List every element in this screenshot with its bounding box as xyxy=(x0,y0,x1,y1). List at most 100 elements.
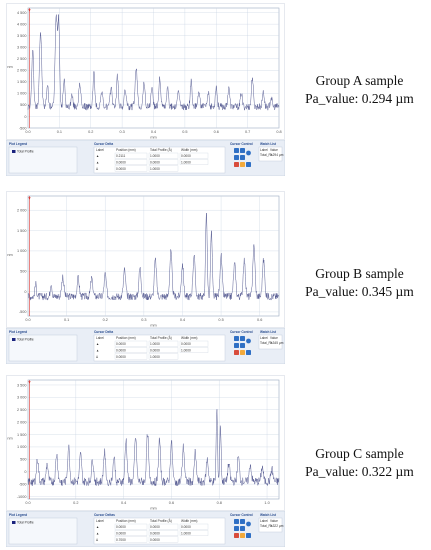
cursor-delta-title: Cursor Deltas xyxy=(94,513,115,517)
cursor-cell-value: 0.0000 xyxy=(181,154,191,158)
y-tick-label: 0 xyxy=(24,470,26,474)
caption-b-group: Group B sample xyxy=(315,266,404,281)
legend-swatch xyxy=(12,521,16,524)
cursor-cell-value: 0.0000 xyxy=(150,525,160,529)
y-axis-label: nm xyxy=(7,437,12,441)
y-tick-label: 3 500 xyxy=(17,383,27,387)
x-tick-label: 0.2 xyxy=(103,318,108,322)
y-tick-label: 2 000 xyxy=(17,69,27,73)
y-tick-label: 500 xyxy=(20,458,26,462)
cursor-cell xyxy=(148,152,179,159)
x-axis-label: mm xyxy=(150,507,156,511)
cursor-cell-value: 0.0000 xyxy=(116,348,126,352)
x-tick-label: 0.3 xyxy=(141,318,146,322)
profile-panel-a: -500 0 500 1 000 1 500 2 000 2 500 3 000 3 500 4 … xyxy=(6,3,285,176)
cursor-marker: ▼ xyxy=(28,8,32,13)
cursor-cell-value: 0.0000 xyxy=(181,342,191,346)
y-tick-label: 0 xyxy=(24,290,26,294)
cursor-control-title: Cursor Control xyxy=(230,513,253,517)
y-tick-label: 2 500 xyxy=(17,408,27,412)
cursor-control-button xyxy=(240,526,245,531)
cursor-col-header: Label xyxy=(96,336,104,340)
cursor-control-button xyxy=(246,350,251,355)
cursor-cell xyxy=(179,530,209,536)
cursor-cell-value: 0.0000 xyxy=(150,538,160,542)
y-tick-label: 2 000 xyxy=(17,209,27,213)
cursor-cell xyxy=(114,152,148,159)
watch-col-value: Value xyxy=(270,148,278,152)
cursor-cell-value: 1.0000 xyxy=(181,531,191,535)
y-tick-label: 3 000 xyxy=(17,396,27,400)
cursor-cell-value: Δ xyxy=(96,538,99,542)
profile-toolbar-b: Plot Legend Total Profile Cursor Delta Labe… xyxy=(6,328,285,364)
cursor-cell xyxy=(179,523,209,530)
y-tick-label: -500 xyxy=(19,310,27,314)
cursor-cell-value: 0.0000 xyxy=(116,167,126,171)
y-tick-label: -1000 xyxy=(17,495,27,499)
watch-list-title: Watch List xyxy=(260,513,277,517)
x-tick-label: 0.4 xyxy=(151,130,156,134)
cursor-cell xyxy=(148,530,179,536)
caption-c-value: Pa_value: 0.322 µm xyxy=(305,464,414,479)
cursor-control-button xyxy=(246,533,251,538)
cursor-cell-value: 1.0000 xyxy=(150,342,160,346)
x-tick-label: 0.1 xyxy=(64,318,69,322)
cursor-cell-value: ▲ xyxy=(96,154,99,158)
cursor-cell-value: 0.0000 xyxy=(181,525,191,529)
watch-col-label: Label xyxy=(260,519,268,523)
watch-list-box xyxy=(258,334,283,350)
cursor-cell xyxy=(114,165,148,172)
cursor-control-button xyxy=(234,343,239,348)
cursor-control-button xyxy=(240,162,245,167)
x-tick-label: 0.5 xyxy=(182,130,187,134)
cursor-control-button xyxy=(240,336,245,341)
y-axis-label: nm xyxy=(7,65,12,69)
cursor-control-button xyxy=(234,533,239,538)
cursor-control-button xyxy=(240,343,245,348)
cursor-control-button xyxy=(240,148,245,153)
cursor-nav-button xyxy=(246,521,251,527)
watch-col-label: Label xyxy=(260,148,268,152)
y-tick-label: 1 000 xyxy=(17,445,27,449)
cursor-cell-value: 1.0000 xyxy=(150,167,160,171)
cursor-control-title: Cursor Control xyxy=(230,330,253,334)
y-tick-label: -500 xyxy=(19,482,27,486)
cursor-control-button xyxy=(234,162,239,167)
cursor-cell xyxy=(148,159,179,165)
cursor-cell-value: 0.0000 xyxy=(116,342,126,346)
cursor-control-button xyxy=(234,526,239,531)
y-tick-label: 1 500 xyxy=(17,433,27,437)
cursor-cell-value: ▲ xyxy=(96,525,99,529)
legend-box xyxy=(8,146,78,174)
watch-list-title: Watch List xyxy=(260,142,277,146)
legend-box xyxy=(8,517,78,545)
x-tick-label: 0.1 xyxy=(57,130,62,134)
profile-panel-c: -1000 -500 0 500 1 000 1 500 2 000 2 500 3 000 3 … xyxy=(6,375,285,547)
cursor-col-header: Label xyxy=(96,148,104,152)
cursor-cell-value: 0.2111 xyxy=(116,154,126,158)
cursor-cell-value: 0.0000 xyxy=(150,160,160,164)
y-tick-label: 1 500 xyxy=(17,80,27,84)
plot-area xyxy=(27,195,280,317)
cursor-cell-value: 0.0000 xyxy=(116,525,126,529)
cursor-cell xyxy=(114,340,148,347)
legend-swatch xyxy=(12,338,16,341)
series-line-total-profile xyxy=(27,14,280,111)
cursor-cell xyxy=(179,159,209,165)
caption-b-value: Pa_value: 0.345 µm xyxy=(305,284,414,299)
cursor-nav-button xyxy=(246,150,251,156)
y-tick-label: 4 000 xyxy=(17,22,27,26)
y-tick-label: -500 xyxy=(19,126,27,130)
legend-title: Plot Legend xyxy=(9,513,27,517)
cursor-cell-value: ▲ xyxy=(96,342,99,346)
legend-title: Plot Legend xyxy=(9,330,27,334)
cursor-cell-value: ▲ xyxy=(96,348,99,352)
cursor-cell xyxy=(114,353,148,360)
watch-param: Total_Pa xyxy=(260,524,273,528)
y-tick-label: 1 000 xyxy=(17,92,27,96)
cursor-cell-value: ▲ xyxy=(96,531,99,535)
x-tick-label: 1.0 xyxy=(264,501,269,505)
cursor-cell-value: 0.7000 xyxy=(116,538,126,542)
watch-list-title: Watch List xyxy=(260,330,277,334)
x-tick-label: 0.4 xyxy=(121,501,126,505)
